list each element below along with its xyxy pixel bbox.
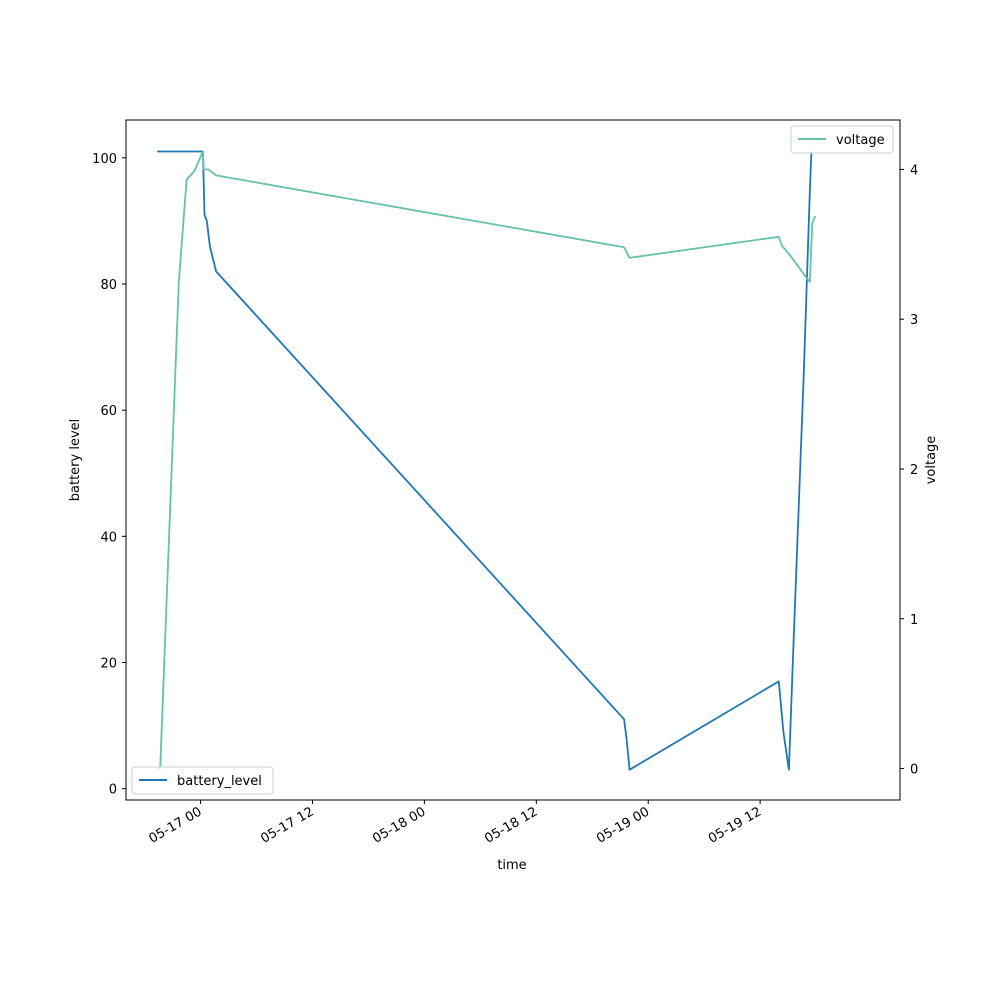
legend-voltage: voltage bbox=[790, 125, 894, 154]
y-axis-left-label: battery level bbox=[68, 419, 83, 502]
legend-label-voltage: voltage bbox=[836, 133, 885, 148]
plot-frame bbox=[125, 119, 901, 801]
legend-label-battery-level: battery_level bbox=[177, 774, 262, 789]
y-right-tick-label: 0 bbox=[910, 763, 918, 778]
y-left-tick-label: 0 bbox=[109, 783, 117, 798]
y-left-tick-label: 100 bbox=[92, 152, 117, 167]
legend-box bbox=[131, 766, 274, 795]
y-left-tick-label: 60 bbox=[100, 404, 117, 419]
y-left-tick-label: 40 bbox=[100, 530, 117, 545]
y-axis-right: 0 1 2 3 4 bbox=[900, 163, 918, 778]
series-line-voltage bbox=[157, 150, 817, 770]
y-left-tick-label: 20 bbox=[100, 656, 117, 671]
y-right-tick-label: 2 bbox=[910, 463, 918, 478]
y-right-tick-label: 1 bbox=[910, 613, 918, 628]
y-left-tick-label: 80 bbox=[100, 278, 117, 293]
x-axis-label: time bbox=[497, 858, 526, 873]
legend-box bbox=[790, 125, 894, 154]
y-axis-right-label: voltage bbox=[924, 436, 939, 485]
series-layer bbox=[157, 150, 817, 771]
legend-battery-level: battery_level bbox=[131, 766, 274, 795]
series-line-battery-level bbox=[157, 150, 813, 771]
y-right-tick-label: 3 bbox=[910, 313, 918, 328]
y-right-tick-label: 4 bbox=[910, 163, 918, 178]
y-axis-left: 0 20 40 60 80 100 bbox=[92, 152, 126, 798]
